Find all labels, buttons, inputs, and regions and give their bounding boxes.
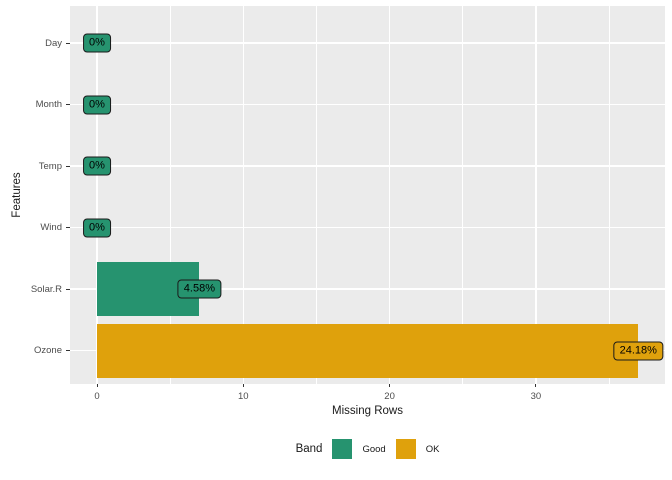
y-tick-label-wind: Wind [40,222,62,233]
y-tick-mark-solar.r [66,288,70,290]
y-tick-mark-wind [66,227,70,228]
gridline-major-x-30 [535,6,537,384]
gridline-row-wind [70,226,665,229]
y-tick-mark-temp [66,165,70,167]
gridline-minor-x-35 [608,6,610,384]
x-tick-mark-10 [242,383,244,387]
gridline-minor-x-15 [316,6,317,384]
gridline-row-day [70,42,665,44]
y-tick-mark-month [66,104,70,105]
bar-label-temp: 0% [83,156,111,176]
legend-title: Band [295,443,323,455]
bar-label-solar.r: 4.58% [177,279,222,299]
gridline-major-x-0 [96,6,98,384]
y-tick-mark-ozone [66,350,70,351]
x-tick-label-20: 20 [384,390,395,402]
y-tick-label-solar.r: Solar.R [30,283,62,295]
legend: Band Good OK [70,438,665,460]
legend-label-good: Good [362,443,386,455]
y-tick-label-day: Day [45,37,62,49]
x-tick-label-0: 0 [94,390,100,402]
gridline-row-solar.r [70,288,665,290]
x-axis-title: Missing Rows [332,405,403,417]
bar-label-month: 0% [83,95,111,114]
y-axis-title: Features [11,172,23,218]
y-tick-label-month: Month [35,99,62,110]
legend-key-good [332,439,353,459]
plot-panel: 0% 0% 0% 0% 4.58% 24.18% [70,6,665,384]
gridline-row-temp [70,165,665,167]
gridline-row-month [70,103,665,106]
x-tick-mark-30 [535,383,537,387]
gridline-minor-x-25 [462,6,464,384]
y-tick-label-ozone: Ozone [34,345,62,356]
x-tick-label-30: 30 [530,390,542,402]
x-tick-label-10: 10 [238,390,249,402]
bar-label-ozone: 24.18% [613,341,663,360]
bar-label-wind: 0% [83,218,111,237]
x-tick-mark-0 [96,383,98,387]
y-tick-mark-day [66,42,70,44]
bar-ozone [97,323,639,378]
bar-label-day: 0% [83,33,111,53]
gridline-minor-x-5 [169,6,171,384]
legend-key-ok [395,439,416,459]
x-tick-mark-20 [389,383,391,387]
gridline-major-x-10 [242,6,244,384]
gridline-major-x-20 [388,6,391,384]
legend-label-ok: OK [425,443,440,455]
y-tick-label-temp: Temp [38,160,62,172]
